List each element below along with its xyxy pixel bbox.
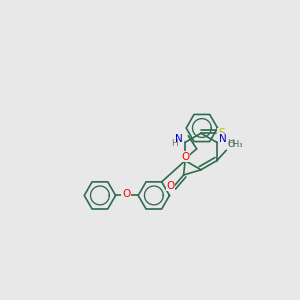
Text: N: N (175, 134, 183, 144)
Text: N: N (219, 134, 227, 144)
Text: H: H (228, 139, 234, 148)
Text: O: O (122, 189, 130, 199)
Text: O: O (167, 181, 175, 191)
Text: O: O (181, 152, 190, 162)
Text: H: H (171, 139, 178, 148)
Text: CH₃: CH₃ (228, 140, 243, 149)
Text: S: S (218, 128, 224, 138)
